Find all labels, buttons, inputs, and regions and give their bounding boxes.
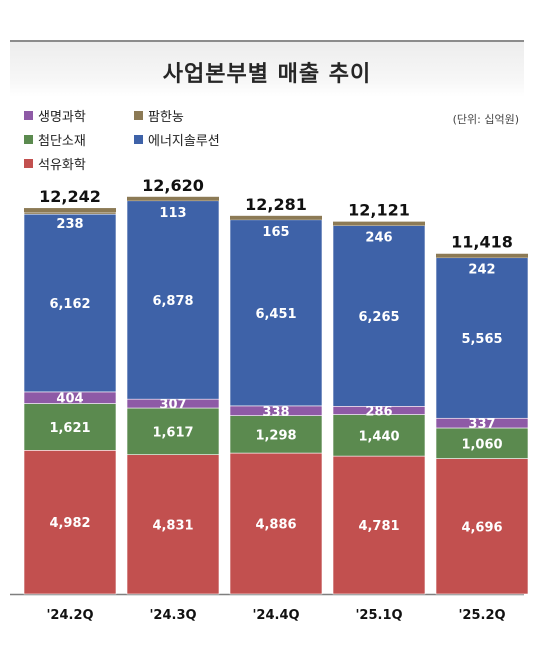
segment-label: 4,886 xyxy=(255,518,296,533)
legend-item-farmhannong: 팜한농 xyxy=(134,106,184,125)
segment-label: 1,298 xyxy=(255,428,296,443)
bar-segment xyxy=(23,403,117,451)
segment-label: 307 xyxy=(159,398,186,413)
legend-label: 생명과학 xyxy=(38,110,86,125)
bar-segment xyxy=(23,213,117,393)
legend-item-energy-solution: 에너지솔루션 xyxy=(134,130,220,149)
bar-cap xyxy=(230,215,322,220)
total-label: 12,620 xyxy=(142,176,204,195)
bar-segment xyxy=(126,407,220,455)
segment-label: 4,781 xyxy=(358,519,399,534)
legend-label: 에너지솔루션 xyxy=(148,134,220,149)
bar-segment xyxy=(126,454,220,595)
legend-item-petrochemicals: 석유화학 xyxy=(24,154,86,173)
segment-label: 246 xyxy=(365,231,392,246)
chart-title: 사업본부별 매출 추이 xyxy=(162,62,372,87)
legend-label: 석유화학 xyxy=(38,158,86,173)
bar-segment xyxy=(435,427,529,459)
bar-segment xyxy=(23,211,117,215)
x-tick-label: '25.2Q xyxy=(458,608,505,623)
segment-label: 6,265 xyxy=(358,310,399,325)
legend-item-advanced-materials: 첨단소재 xyxy=(24,130,86,149)
x-tick-label: '24.3Q xyxy=(149,608,196,623)
x-tick-label: '25.1Q xyxy=(355,608,402,623)
bar-segment xyxy=(229,219,323,407)
x-tick-label: '24.4Q xyxy=(252,608,299,623)
bar-cap xyxy=(127,196,219,201)
total-label: 12,242 xyxy=(39,187,101,206)
segment-label: 4,696 xyxy=(461,520,502,535)
segment-label: 5,565 xyxy=(461,332,502,347)
segment-label: 1,621 xyxy=(49,421,90,436)
total-label: 11,418 xyxy=(451,233,513,252)
legend-swatch xyxy=(134,135,143,144)
bar-segment xyxy=(435,257,529,419)
segment-label: 4,831 xyxy=(152,518,193,533)
segment-label: 337 xyxy=(468,417,495,432)
segment-label: 6,878 xyxy=(152,294,193,309)
legend-label: 첨단소재 xyxy=(38,134,86,149)
legend-swatch xyxy=(24,135,33,144)
bar-segment xyxy=(126,200,220,400)
legend-swatch xyxy=(24,159,33,168)
segment-label: 338 xyxy=(262,405,289,420)
legend-swatch xyxy=(24,111,33,120)
bar-segment xyxy=(229,452,323,595)
segment-label: 1,617 xyxy=(152,425,193,440)
bar-segment xyxy=(332,225,426,407)
legend-swatch xyxy=(134,111,143,120)
unit-label: (단위: 십억원) xyxy=(452,113,519,126)
segment-label: 1,440 xyxy=(358,429,399,444)
legend-item-life-science: 생명과학 xyxy=(24,106,86,125)
segment-label: 1,060 xyxy=(461,437,502,452)
segment-label: 238 xyxy=(56,217,83,232)
bar-cap xyxy=(333,221,425,226)
segment-label: 286 xyxy=(365,404,392,419)
segment-label: 242 xyxy=(468,263,495,278)
segment-label: 113 xyxy=(159,206,186,221)
segment-label: 404 xyxy=(56,392,83,407)
segment-label: 6,162 xyxy=(49,297,90,312)
bar-cap xyxy=(436,253,528,258)
segment-label: 4,982 xyxy=(49,516,90,531)
total-label: 12,121 xyxy=(348,201,410,220)
bar-segment xyxy=(435,458,529,595)
segment-label: 165 xyxy=(262,225,289,240)
bar-cap xyxy=(24,208,116,213)
bar-segment xyxy=(332,455,426,595)
bar-segment xyxy=(229,415,323,454)
legend: 생명과학 팜한농 첨단소재 에너지솔루션 석유화학 xyxy=(24,106,354,186)
total-label: 12,281 xyxy=(245,195,307,214)
x-tick-label: '24.2Q xyxy=(46,608,93,623)
segment-label: 6,451 xyxy=(255,307,296,322)
legend-label: 팜한농 xyxy=(148,110,184,125)
title-band: 사업본부별 매출 추이 xyxy=(10,40,524,97)
